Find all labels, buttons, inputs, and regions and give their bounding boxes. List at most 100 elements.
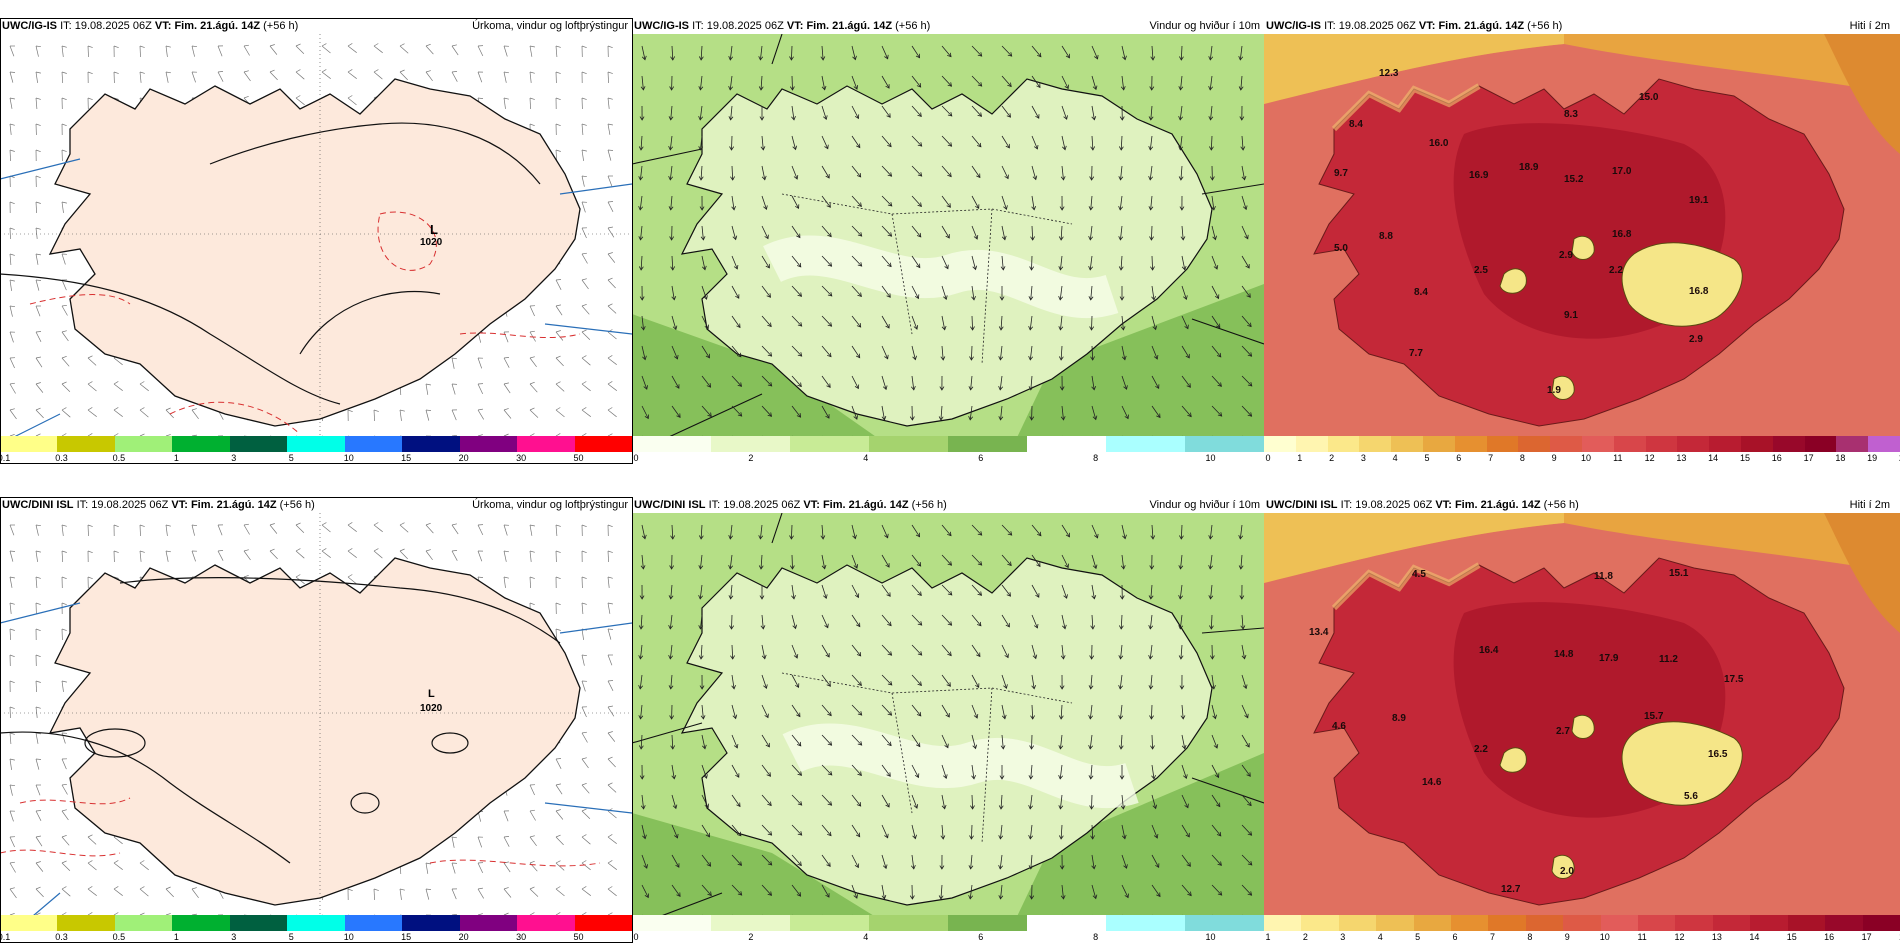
colorbar-swatch	[1338, 915, 1377, 931]
wind-arrow	[911, 524, 920, 537]
colorbar-tick-label: 0.1	[0, 453, 11, 463]
wind-arrow	[941, 345, 944, 361]
temp-value-label: 4.6	[1332, 721, 1346, 733]
wind-arrow-head	[944, 743, 949, 749]
temp-value-label: 2.7	[1556, 726, 1570, 738]
lead-time: (+56 h)	[1543, 499, 1579, 511]
wind-arrow	[821, 704, 832, 716]
wind-barb	[477, 862, 484, 874]
wind-barb	[61, 357, 70, 367]
wind-barb-feather	[269, 523, 275, 526]
wind-arrow-head	[884, 533, 889, 539]
glacier	[1621, 721, 1743, 806]
wind-barb	[477, 71, 483, 83]
wind-arrow	[1211, 704, 1216, 719]
wind-arrow	[1211, 375, 1222, 387]
temp-value-label: 12.3	[1379, 68, 1399, 80]
wind-arrow	[1151, 824, 1158, 839]
wind-barb-feather	[607, 226, 613, 229]
wind-arrow-head	[765, 263, 770, 269]
wind-barb-feather	[503, 836, 510, 838]
wind-barb	[217, 71, 224, 82]
wind-arrow-head	[1153, 833, 1159, 839]
wind-arrow-head	[913, 325, 919, 330]
wind-barb-feather	[555, 330, 561, 333]
wind-arrow-head	[1004, 653, 1009, 659]
wind-arrow	[700, 524, 703, 540]
wind-barb	[607, 550, 609, 563]
wind-arrow	[701, 764, 707, 779]
wind-arrow	[1000, 884, 1003, 899]
colorbar-tick-label: 10	[343, 453, 354, 463]
wind-arrow	[851, 674, 862, 686]
wind-barb	[165, 550, 169, 562]
wind-barb	[165, 524, 168, 536]
wind-arrow	[760, 554, 763, 570]
wind-barb	[9, 628, 11, 641]
wind-arrow	[1240, 554, 1243, 570]
lead-time: (+56 h)	[1527, 20, 1563, 32]
wind-arrow	[1029, 824, 1033, 839]
wind-arrow-head	[1239, 595, 1245, 600]
wind-arrow	[1121, 345, 1126, 360]
wind-arrow	[971, 45, 982, 57]
wind-barb-feather	[347, 548, 353, 552]
colorbar-swatch	[1106, 915, 1185, 931]
wind-arrow-head	[917, 591, 922, 596]
wind-arrow-head	[886, 113, 891, 118]
wind-barb	[61, 784, 68, 795]
wind-arrow-head	[1058, 236, 1064, 241]
wind-arrow-head	[944, 264, 949, 270]
wind-arrow	[1061, 45, 1070, 59]
wind-barb-feather	[347, 69, 353, 73]
wind-arrow-head	[827, 292, 833, 297]
wind-arrow	[791, 794, 802, 806]
low-pressure-value: 1020	[420, 703, 443, 714]
wind-barb-feather	[399, 409, 405, 412]
wind-arrow	[911, 824, 916, 839]
wind-barb-feather	[581, 278, 587, 281]
wind-arrow-head	[1244, 713, 1249, 719]
temp-value-label: 2.5	[1474, 265, 1488, 277]
wind-arrow	[940, 405, 943, 421]
panel-title: Hiti í 2m	[1849, 20, 1890, 32]
wind-arrow	[941, 315, 946, 330]
wind-arrow-head	[1000, 266, 1006, 271]
wind-barb	[35, 45, 39, 57]
wind-arrow	[730, 584, 733, 599]
wind-arrow-head	[1216, 802, 1221, 808]
wind-barb	[113, 383, 123, 391]
wind-arrow-head	[998, 895, 1004, 900]
wind-barb-feather	[607, 782, 613, 786]
wind-arrow	[1001, 704, 1006, 719]
wind-arrow-head	[1155, 863, 1160, 868]
wind-barb-feather	[87, 524, 93, 527]
wind-barb-feather	[581, 731, 587, 734]
wind-barb	[555, 758, 562, 769]
temp-value-label: 16.8	[1612, 228, 1632, 240]
wind-barb-feather	[607, 628, 614, 630]
precip-contour	[0, 797, 601, 867]
colorbar-swatch	[1027, 915, 1106, 931]
wind-barb	[451, 45, 459, 56]
wind-barb	[607, 758, 616, 768]
wind-arrow	[701, 704, 704, 719]
wind-arrow-head	[638, 206, 644, 211]
wind-arrow-head	[1058, 326, 1064, 331]
wind-arrow-head	[1149, 86, 1155, 91]
wind-barb	[217, 524, 223, 536]
wind-arrow-head	[917, 681, 922, 686]
wind-arrow-head	[797, 831, 803, 836]
wind-barb-feather	[61, 304, 67, 307]
colorbar-tick-label: 6	[978, 453, 984, 463]
wind-barb-feather	[347, 574, 353, 578]
wind-arrow-head	[857, 741, 863, 746]
wind-arrow	[791, 734, 802, 747]
wind-barb	[555, 836, 564, 846]
wind-barb-feather	[139, 381, 145, 385]
wind-barb-feather	[607, 680, 614, 682]
wind-arrow	[1120, 614, 1123, 630]
wind-arrow	[1091, 315, 1093, 331]
wind-barb	[35, 357, 43, 368]
colorbar-tick-label: 15	[1739, 453, 1751, 463]
